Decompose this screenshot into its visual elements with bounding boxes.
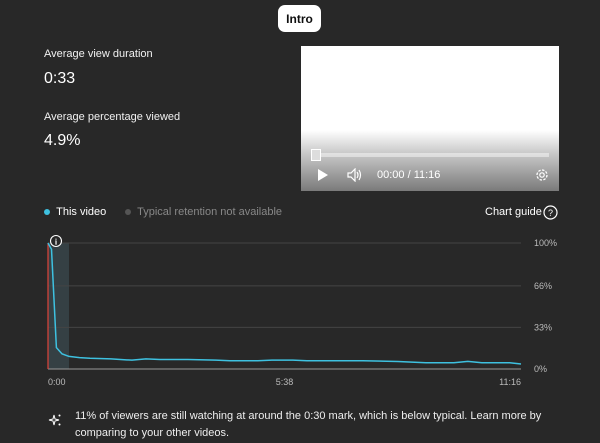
info-icon (49, 234, 63, 248)
legend-typical: Typical retention not available (125, 206, 282, 218)
svg-text:?: ? (548, 208, 553, 218)
legend-label: This video (56, 206, 107, 218)
y-tick-label: 33% (534, 322, 552, 332)
volume-icon[interactable] (347, 168, 363, 182)
insight-text: 11% of viewers are still watching at aro… (75, 410, 542, 439)
y-tick-label: 66% (534, 281, 552, 291)
intro-button[interactable]: Intro (278, 5, 321, 32)
chart-guide-label: Chart guide (485, 206, 542, 218)
legend-this-video[interactable]: This video (44, 206, 106, 218)
sparkle-icon (48, 414, 61, 426)
x-tick-label: 0:00 (48, 377, 66, 387)
seek-thumb[interactable] (311, 149, 321, 161)
info-icon-glyph: i (55, 238, 58, 247)
legend-label: Typical retention not available (137, 206, 283, 218)
video-player[interactable]: 00:00 / 11:16 (301, 46, 559, 191)
help-icon[interactable]: ? (543, 205, 558, 220)
typical-dot (125, 209, 131, 215)
time-display: 00:00 / 11:16 (377, 169, 441, 181)
chart-guide-link[interactable]: Chart guide (485, 206, 542, 218)
seek-bar[interactable] (313, 153, 549, 157)
retention-chart[interactable]: 100% 66% 33% 0% 0:00 5:38 11:16 i (0, 230, 600, 390)
series-dot (44, 209, 50, 215)
avg-view-duration-value: 0:33 (44, 70, 76, 87)
avg-percentage-value: 4.9% (44, 132, 81, 149)
avg-percentage-label: Average percentage viewed (44, 111, 181, 123)
play-icon[interactable] (317, 168, 329, 182)
y-tick-label: 0% (534, 364, 547, 374)
avg-view-duration-label: Average view duration (44, 48, 153, 60)
x-tick-label: 5:38 (276, 377, 294, 387)
series-line-this-video (47, 242, 522, 365)
x-tick-label: 11:16 (499, 377, 521, 387)
y-tick-label: 100% (534, 238, 557, 248)
settings-icon[interactable] (534, 167, 550, 183)
